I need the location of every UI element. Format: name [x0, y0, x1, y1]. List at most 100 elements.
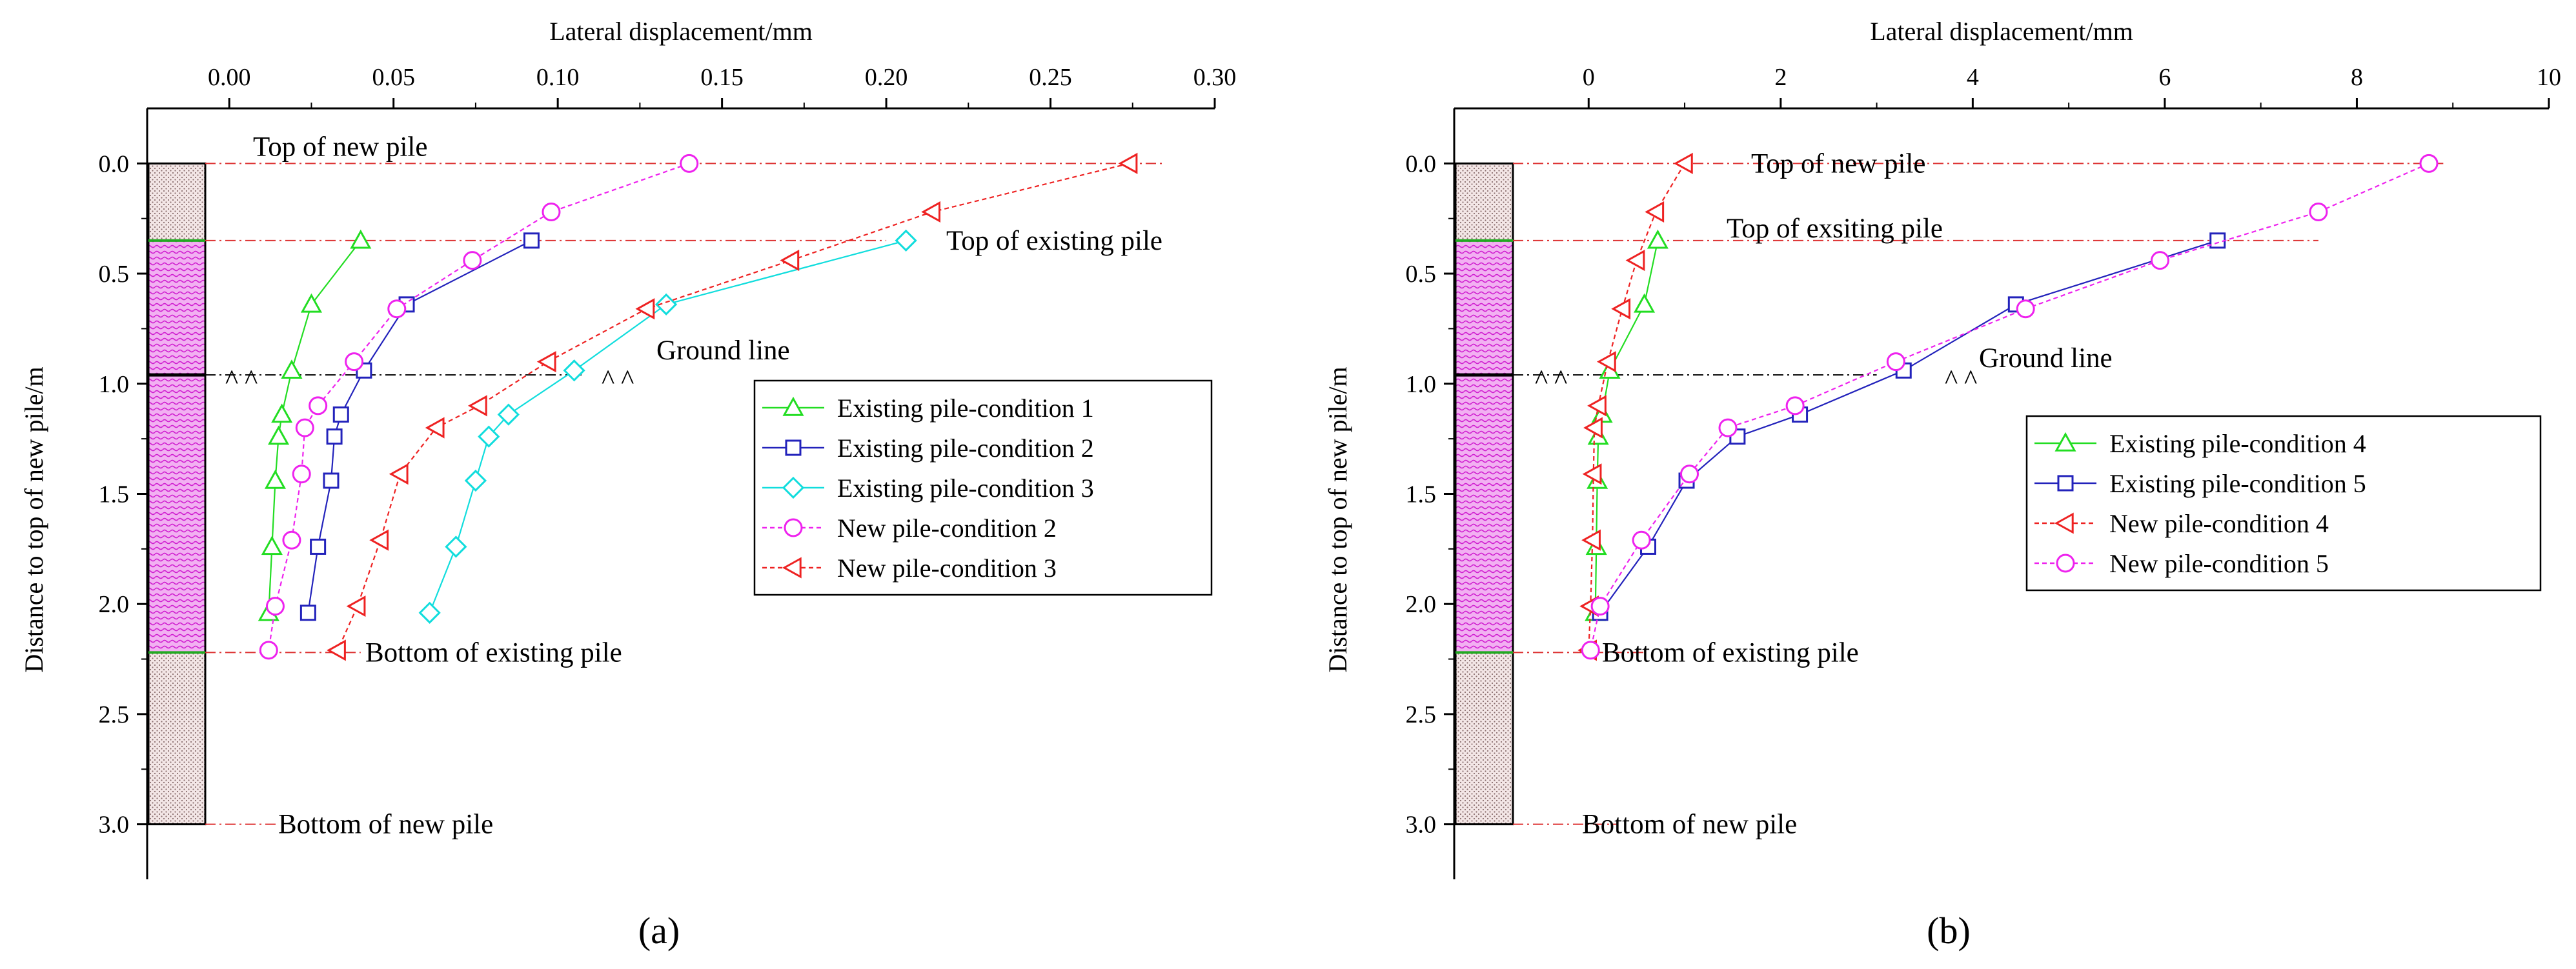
- data-point: [326, 428, 343, 445]
- series-existing-pile-condition-1: [258, 229, 372, 621]
- x-tick-label: 4: [1967, 64, 1979, 91]
- data-point: [282, 530, 301, 550]
- data-point: [1673, 152, 1693, 174]
- legend: Existing pile-condition 4 Existing pile-c…: [2025, 415, 2542, 592]
- series-line: [268, 240, 361, 613]
- top-of-existing-pile-label: Top of existing pile: [946, 226, 1162, 256]
- y-tick-label: 0.0: [99, 150, 130, 177]
- x-tick-label: 0.15: [700, 64, 744, 91]
- data-point: [1634, 293, 1656, 313]
- data-point: [2309, 202, 2328, 221]
- data-point: [281, 359, 303, 379]
- x-tick-label: 6: [2158, 64, 2171, 91]
- x-tick-label: 0.20: [865, 64, 908, 91]
- y-axis-title: Distance to top of new pile/m: [19, 366, 48, 672]
- data-point: [323, 472, 340, 489]
- legend-swatch-marker: [2054, 432, 2076, 452]
- data-point: [680, 154, 699, 173]
- series-new-pile-condition-3: [327, 152, 1138, 661]
- x-tick-label: 0.05: [372, 64, 415, 91]
- data-point: [467, 395, 487, 417]
- series-new-pile-condition-5: [1581, 154, 2439, 660]
- ground-symbol: ^^: [602, 365, 640, 395]
- y-tick-label: 3.0: [1406, 812, 1437, 839]
- ground-symbol: ^^: [225, 365, 264, 395]
- data-point: [309, 396, 328, 415]
- legend-swatch-marker: [782, 557, 802, 579]
- top-of-existing-pile-label: Top of exsiting pile: [1727, 214, 1943, 244]
- data-point: [1886, 352, 1905, 372]
- x-axis-title: Lateral displacement/mm: [1870, 17, 2133, 46]
- top-of-new-pile-label: Top of new pile: [253, 132, 427, 162]
- legend-entry: New pile-condition 3: [837, 554, 1057, 583]
- legend-entry: New pile-condition 4: [2109, 509, 2329, 538]
- data-point: [1611, 298, 1631, 320]
- panel-label: (a): [638, 910, 680, 952]
- legend-swatch-marker: [784, 518, 803, 537]
- data-point: [332, 406, 349, 423]
- data-point: [264, 469, 287, 489]
- data-point: [387, 299, 407, 319]
- data-point: [2150, 251, 2169, 270]
- legend-entry: New pile-condition 2: [837, 514, 1057, 543]
- data-point: [1647, 229, 1668, 249]
- data-point: [1632, 530, 1651, 550]
- data-point: [654, 293, 678, 315]
- data-point: [261, 535, 283, 555]
- data-point: [369, 529, 389, 551]
- legend-entry: Existing pile-condition 5: [2109, 469, 2366, 498]
- x-tick-label: 0.25: [1029, 64, 1072, 91]
- y-tick-label: 0.0: [1406, 150, 1437, 177]
- y-tick-label: 2.5: [99, 701, 130, 728]
- data-point: [299, 604, 316, 621]
- data-point: [1118, 152, 1138, 174]
- data-point: [295, 418, 314, 437]
- chart-panel-a: 0.00 0.05 0.10 0.15 0.20 0.25 0.30 0.0 0.5 1.0 1.5…: [19, 17, 1236, 952]
- data-point: [265, 597, 285, 616]
- data-point: [536, 351, 556, 373]
- series-line: [1590, 163, 2429, 651]
- y-tick-label: 1.5: [99, 481, 130, 508]
- panel-label: (b): [1927, 910, 1971, 952]
- series-line: [1599, 239, 2218, 614]
- x-tick-label: 0: [1583, 64, 1595, 91]
- data-point: [418, 601, 441, 624]
- x-tick-label: 8: [2351, 64, 2363, 91]
- ground-symbol: ^^: [1535, 365, 1574, 395]
- legend-swatch-marker: [782, 396, 804, 416]
- y-tick-label: 2.5: [1406, 701, 1437, 728]
- legend-entry: Existing pile-condition 2: [837, 434, 1094, 463]
- ground-line-label: Ground line: [656, 335, 790, 366]
- x-tick-label: 0.30: [1193, 64, 1237, 91]
- data-point: [1590, 597, 1610, 616]
- data-point: [1587, 395, 1607, 417]
- data-point: [463, 251, 482, 270]
- y-tick-label: 2.0: [99, 591, 130, 618]
- x-tick-label: 2: [1774, 64, 1787, 91]
- y-tick-label: 1.0: [99, 371, 130, 398]
- legend-entry: Existing pile-condition 4: [2109, 429, 2366, 458]
- bottom-of-new-pile-label: Bottom of new pile: [1582, 810, 1797, 840]
- data-point: [1625, 250, 1645, 272]
- data-point: [327, 639, 346, 661]
- legend-entry: New pile-condition 5: [2109, 549, 2329, 578]
- data-point: [2016, 299, 2035, 319]
- x-tick-label: 0.00: [208, 64, 251, 91]
- series-line: [1594, 240, 1659, 613]
- data-point: [478, 425, 500, 448]
- legend-entry: Existing pile-condition 1: [837, 394, 1094, 423]
- legend-swatch-marker: [785, 439, 802, 456]
- top-of-new-pile-label: Top of new pile: [1751, 148, 1925, 179]
- data-point: [425, 417, 445, 439]
- data-point: [268, 425, 290, 445]
- x-tick-label: 0.10: [536, 64, 580, 91]
- data-point: [1679, 465, 1699, 484]
- data-point: [350, 229, 372, 249]
- y-tick-label: 2.0: [1406, 591, 1437, 618]
- data-point: [346, 595, 366, 617]
- series-existing-pile-condition-2: [299, 232, 540, 621]
- bottom-of-existing-pile-label: Bottom of existing pile: [1602, 637, 1859, 668]
- data-point: [389, 463, 409, 485]
- y-tick-label: 0.5: [1406, 261, 1437, 288]
